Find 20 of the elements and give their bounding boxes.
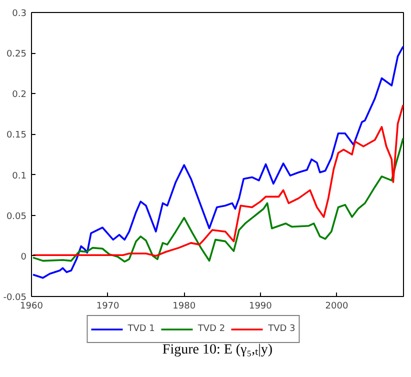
x-tick-label: 1990 xyxy=(248,302,272,312)
y-tick-label: 0.2 xyxy=(12,90,27,100)
y-tick-label: 0.1 xyxy=(12,171,27,182)
x-tick-label: 1960 xyxy=(20,302,44,312)
legend-label: TVD 2 xyxy=(198,324,226,334)
line-series xyxy=(32,137,404,263)
legend-label: TVD 3 xyxy=(268,324,296,334)
text: Figure 10: E (γ₅,ₜ|y) xyxy=(162,342,273,358)
y-tick-label: 0.3 xyxy=(12,9,27,19)
y-tick-label: 0 xyxy=(20,252,27,262)
x-tick-label: 1980 xyxy=(172,302,196,312)
x-tick-label: 1970 xyxy=(96,302,120,312)
y-tick-label: 0.05 xyxy=(6,212,27,222)
line-series xyxy=(32,46,404,279)
line-series xyxy=(32,104,404,257)
y-tick-label: -0.05 xyxy=(3,293,27,303)
legend-label: TVD 1 xyxy=(128,324,155,334)
y-tick-label: 0.25 xyxy=(6,50,27,60)
y-tick-label: 0.15 xyxy=(6,130,27,141)
x-tick-label: 2000 xyxy=(325,302,348,312)
